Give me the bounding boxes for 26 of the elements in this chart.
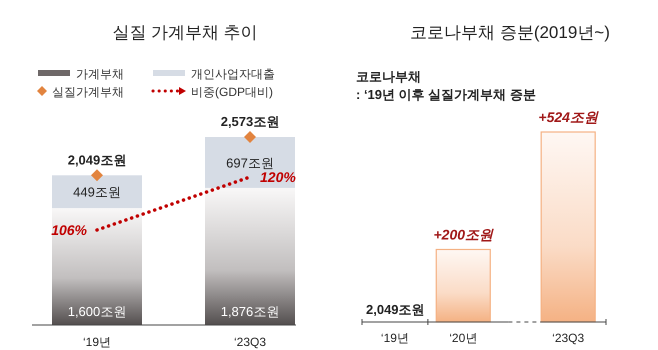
data-label: 2,049조원 xyxy=(68,152,126,168)
data-label: 2,573조원 xyxy=(220,114,280,129)
data-label: 120% xyxy=(260,169,296,185)
data-label: 1,876조원 xyxy=(220,304,280,319)
bar xyxy=(205,188,295,325)
data-label: +524조원 xyxy=(538,109,599,125)
x-tick-label: ‘23Q3 xyxy=(234,335,266,349)
text: 실질 가계부채 추이 xyxy=(112,23,258,42)
x-tick-label: ‘23Q3 xyxy=(552,331,585,345)
x-tick-label: ‘20년 xyxy=(449,331,478,345)
bar xyxy=(52,208,142,325)
data-label: +200조원 xyxy=(433,226,494,242)
x-tick-label: ‘19년 xyxy=(380,331,409,345)
data-label: 106% xyxy=(51,222,88,238)
legend-label: 가계부채 xyxy=(76,67,124,81)
legend-label: 실질가계부채 xyxy=(52,85,124,99)
data-label: 697조원 xyxy=(226,155,274,170)
x-tick-label: ‘19년 xyxy=(82,335,112,349)
annotation: 2,049조원 xyxy=(366,302,425,317)
legend-label: 개인사업자대출 xyxy=(191,67,275,81)
bar xyxy=(52,175,142,208)
chart-title: 코로나부채 증분(2019년~) xyxy=(410,23,610,42)
legend-label: 비중(GDP대비) xyxy=(191,85,273,99)
data-label: 449조원 xyxy=(73,184,121,200)
data-label: 1,600조원 xyxy=(68,304,126,319)
chart-subtitle: 코로나부채 : ‘19년 이후 실질가계부채 증분 xyxy=(356,69,536,102)
